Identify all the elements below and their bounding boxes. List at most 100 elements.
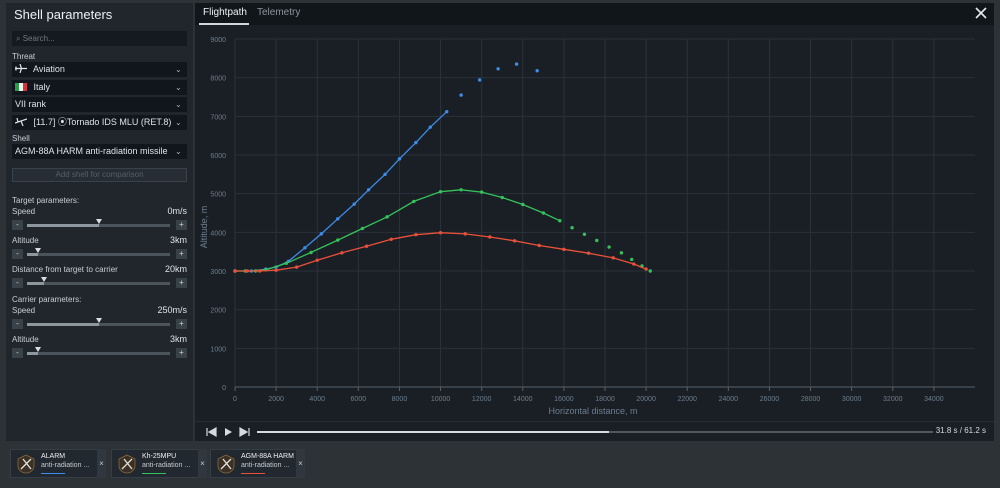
threat-dropdown[interactable]: Aviation ⌄: [12, 62, 187, 77]
active-tab-indicator: [199, 23, 249, 25]
data-point: [428, 125, 432, 129]
x-tick-label: 18000: [595, 396, 615, 403]
data-point: [445, 109, 449, 114]
series-color-swatch: [41, 473, 65, 474]
target-speed-value: 0m/s: [167, 206, 187, 216]
data-point: [512, 239, 517, 243]
close-icon[interactable]: [974, 6, 988, 20]
x-tick-label: 0: [233, 396, 237, 403]
skip-back-icon[interactable]: [205, 426, 217, 438]
shell-dropdown[interactable]: AGM-88A HARM anti-radiation missile ⌄: [12, 144, 187, 159]
vehicle-value: [11.7] ⦿Tornado IDS MLU (RET.8): [33, 117, 172, 127]
data-point: [438, 231, 443, 235]
slider-fill: [27, 323, 99, 326]
x-tick-label: 28000: [801, 396, 821, 403]
data-point: [632, 262, 636, 266]
y-tick-label: 7000: [210, 114, 226, 121]
x-tick-label: 32000: [883, 396, 903, 403]
data-point: [488, 235, 492, 239]
data-point: [284, 261, 289, 265]
search-input[interactable]: ⌕ Search...: [12, 31, 187, 46]
comparison-card-alarm[interactable]: ALARM anti-radiation ...: [10, 449, 98, 478]
carrier-altitude-label: Altitude: [12, 335, 39, 344]
x-tick-label: 4000: [309, 396, 325, 403]
target-altitude-plus-button[interactable]: +: [176, 249, 187, 259]
slider-thumb[interactable]: [41, 277, 48, 282]
data-point: [607, 245, 611, 249]
data-point: [595, 238, 599, 243]
threat-value: Aviation: [33, 64, 65, 74]
timeline-slider[interactable]: [257, 431, 933, 433]
remove-comparison-button[interactable]: ×: [296, 449, 305, 478]
target-speed-plus-button[interactable]: +: [176, 220, 187, 230]
threat-label: Threat: [12, 52, 36, 61]
x-tick-label: 8000: [392, 396, 408, 403]
data-point: [414, 140, 418, 145]
carrier-altitude-slider[interactable]: [27, 347, 170, 355]
comparison-name: ALARM: [41, 453, 66, 460]
distance-plus-button[interactable]: +: [176, 278, 187, 288]
carrier-params-label: Carrier parameters:: [12, 295, 82, 304]
slider-fill: [27, 352, 39, 355]
data-point: [233, 269, 237, 273]
slider-thumb[interactable]: [35, 347, 42, 352]
distance-minus-button[interactable]: -: [12, 278, 23, 288]
x-tick-label: 22000: [677, 396, 697, 403]
play-icon[interactable]: [222, 426, 234, 438]
slider-thumb[interactable]: [35, 248, 42, 253]
comparison-card-kh25mpu[interactable]: Kh-25MPU anti-radiation ...: [111, 449, 199, 478]
distance-slider[interactable]: [27, 277, 170, 285]
series-1: [233, 188, 652, 273]
comparison-card-agm88a[interactable]: AGM-88A HARM anti-radiation ...: [210, 449, 298, 478]
y-tick-label: 9000: [210, 37, 226, 44]
target-speed-label: Speed: [12, 207, 36, 216]
remove-comparison-button[interactable]: ×: [198, 449, 207, 478]
x-tick-label: 10000: [431, 396, 451, 403]
carrier-speed-minus-button[interactable]: -: [12, 319, 23, 329]
slider-thumb[interactable]: [95, 318, 102, 323]
x-tick-label: 2000: [268, 396, 284, 403]
target-speed-slider[interactable]: [27, 219, 170, 227]
tab-telemetry[interactable]: Telemetry: [257, 7, 301, 18]
target-altitude-slider[interactable]: [27, 248, 170, 256]
carrier-altitude-minus-button[interactable]: -: [12, 348, 23, 358]
x-tick-label: 30000: [842, 396, 862, 403]
search-icon: ⌕: [16, 34, 21, 43]
skip-forward-icon[interactable]: [239, 426, 251, 438]
data-point: [340, 251, 344, 255]
vehicle-dropdown[interactable]: [11.7] ⦿Tornado IDS MLU (RET.8) ⌄: [12, 115, 187, 130]
data-point: [385, 215, 389, 219]
chevron-down-icon: ⌄: [175, 100, 182, 109]
flightpath-chart: 0 1000 2000 3000 4000 5000 6000 7000 8000 9000 0 20…: [199, 37, 975, 416]
timeline-progress: [257, 431, 609, 433]
chart-grid: [234, 38, 975, 388]
data-point: [630, 257, 634, 262]
tab-flightpath[interactable]: Flightpath: [203, 7, 247, 18]
distance-label: Distance from target to carrier: [12, 265, 118, 274]
chart-panel: Flightpath Telemetry 0 1000 2000 3000 4000 50…: [195, 3, 994, 441]
chevron-down-icon: ⌄: [175, 118, 182, 127]
target-altitude-label: Altitude: [12, 236, 39, 245]
data-point: [245, 269, 250, 273]
data-point: [477, 78, 482, 82]
italy-flag-icon: [15, 83, 27, 91]
slider-thumb[interactable]: [95, 219, 102, 224]
carrier-speed-slider[interactable]: [27, 318, 170, 326]
data-point: [319, 232, 324, 236]
rank-value: VII rank: [15, 99, 47, 109]
carrier-speed-plus-button[interactable]: +: [176, 319, 187, 329]
data-point: [336, 238, 340, 242]
data-point: [360, 226, 365, 231]
carrier-altitude-plus-button[interactable]: +: [176, 348, 187, 358]
country-dropdown[interactable]: Italy ⌄: [12, 80, 187, 95]
comparison-type: anti-radiation ...: [142, 462, 191, 469]
panel-title: Shell parameters: [14, 7, 113, 22]
data-point: [315, 258, 319, 262]
missile-icon: [118, 454, 136, 474]
x-tick-label: 16000: [554, 396, 574, 403]
add-shell-button[interactable]: Add shell for comparison: [12, 168, 187, 182]
rank-dropdown[interactable]: VII rank ⌄: [12, 97, 187, 112]
target-speed-minus-button[interactable]: -: [12, 220, 23, 230]
target-altitude-minus-button[interactable]: -: [12, 249, 23, 259]
remove-comparison-button[interactable]: ×: [97, 449, 106, 478]
